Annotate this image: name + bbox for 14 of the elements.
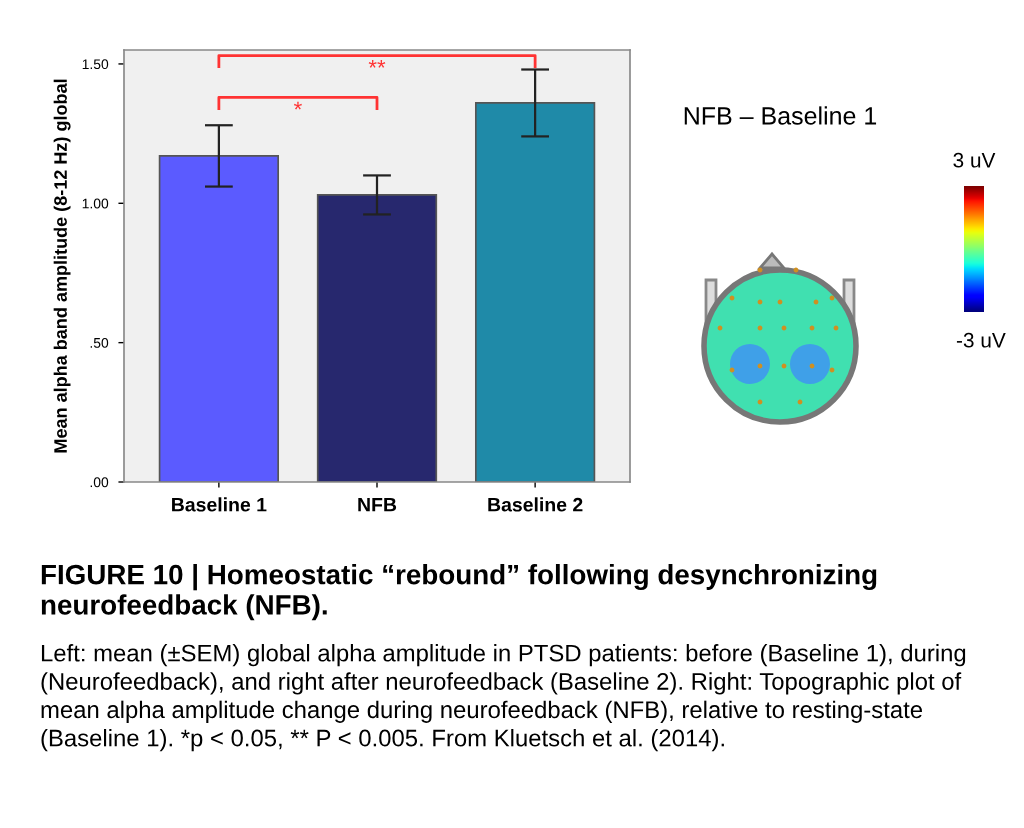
text: 3 uV — [953, 152, 996, 168]
y-axis-title: Mean alpha band amplitude (8-12 Hz) global — [53, 79, 71, 453]
caption: FIGURE 10 | Homeostatic “rebound” following desynchronizing neurofeedback (NFB). — [41, 564, 877, 621]
x-tick-label: Baseline 1 — [172, 497, 267, 512]
bar — [474, 102, 596, 482]
x-tick-label: Baseline 2 — [488, 497, 583, 512]
bar — [316, 194, 438, 482]
annotation: * — [293, 101, 302, 110]
text: NFB – Baseline 1 — [684, 106, 877, 125]
x-tick-label: NFB — [358, 497, 397, 512]
bar — [158, 155, 280, 482]
annotation: ** — [368, 59, 386, 68]
text: Left: mean (±SEM) global alpha amplitude in PTSD patients: before (Baseline 1), during (Neurofeedback), and right after neurofeedback (Baseline 2). Right: Topographic plot of mean alpha amplitude change during neurofeedback (NFB), relative to resting-state (Baseline 1). *p < 0.05, ** P < 0.005. From Kluetsch et al. (2014). — [41, 644, 966, 752]
text: -3 uV — [956, 332, 1006, 348]
